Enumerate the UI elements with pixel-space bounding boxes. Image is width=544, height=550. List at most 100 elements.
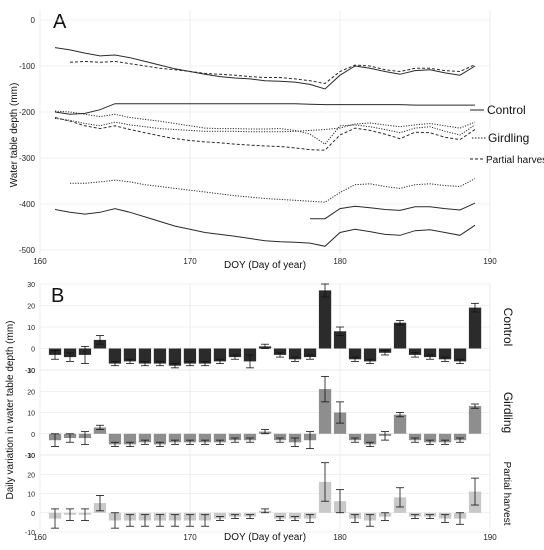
- panel-b-bar-chart: B -10 0 10 20 30 Control -10 0 10 20 30 Girdling -10…: [5, 282, 515, 543]
- bar: [423, 433, 437, 443]
- bar: [288, 348, 302, 360]
- bar: [288, 512, 302, 519]
- panel-a-y-tick-label: -500: [19, 246, 36, 255]
- panel-a-y-axis-label: Water table depth (mm): [9, 83, 20, 188]
- legend-label-partial-harvest: Partial harvest: [486, 155, 544, 166]
- bar: [408, 348, 422, 355]
- bar: [363, 433, 377, 445]
- panel-a-x-tick-label: 160: [33, 257, 47, 266]
- panel-a-y-tick-label: -400: [19, 200, 36, 209]
- legend-label-control: Control: [487, 103, 526, 117]
- bar: [198, 433, 212, 443]
- panel-a-series-line-5: [54, 117, 476, 133]
- panel-b-label: B: [51, 285, 64, 307]
- panel-a-series-line-4: [54, 110, 476, 145]
- panel-a-legend: Control Girdling Partial harvest: [470, 103, 544, 166]
- bar: [393, 322, 407, 349]
- panel-a-line-chart: A 0 -100 -200 -300 -400 -500 160 170 180 190 Wat…: [9, 8, 544, 271]
- bar: [243, 433, 257, 441]
- bar: [303, 348, 317, 358]
- bar: [273, 433, 287, 441]
- bar: [153, 348, 167, 364]
- facet-y-tick-label: 30: [27, 368, 35, 375]
- panel-a-series-line-8: [54, 208, 476, 247]
- panel-b-facets: -10 0 10 20 30 Control -10 0 10 20 30 Girdling -10 0 1…: [25, 282, 515, 537]
- bar: [228, 348, 242, 358]
- bar: [213, 512, 227, 519]
- facet-control: -10 0 10 20 30 Control: [25, 282, 515, 375]
- facet-strip-label: Partial harvest: [501, 462, 512, 526]
- bar: [348, 348, 362, 360]
- panel-a-gridlines: [39, 10, 491, 254]
- bar: [423, 348, 437, 358]
- bar: [273, 512, 287, 519]
- bar: [198, 348, 212, 364]
- panel-a-y-tick-label: 0: [31, 16, 36, 25]
- panel-a-label: A: [53, 11, 67, 33]
- bar: [168, 348, 182, 366]
- panel-a-series-line-7: [70, 178, 476, 203]
- facet-y-tick-label: 0: [31, 511, 35, 518]
- bar: [438, 433, 452, 443]
- panel-b-x-tick-label: 180: [333, 533, 347, 542]
- bar: [213, 348, 227, 362]
- facet-y-tick-label: 30: [27, 453, 35, 460]
- bar: [468, 307, 482, 349]
- bar: [453, 348, 467, 362]
- bar: [168, 433, 182, 443]
- facet-y-tick-label: -10: [25, 368, 35, 375]
- panel-a-y-tick-label: -100: [19, 62, 36, 71]
- bar: [108, 348, 122, 364]
- bar: [153, 433, 167, 445]
- bar: [123, 433, 137, 445]
- panel-a-x-axis-label: DOY (Day of year): [224, 260, 306, 271]
- facet-y-tick-label: 30: [27, 282, 35, 289]
- bar: [273, 348, 287, 355]
- bar: [108, 433, 122, 445]
- facet-y-tick-label: 0: [31, 432, 35, 439]
- panel-b-x-axis-label: DOY (Day of year): [224, 532, 306, 543]
- panel-a-y-tick-label: -300: [19, 154, 36, 163]
- panel-a-x-tick-label: 190: [483, 257, 497, 266]
- bar: [138, 433, 152, 443]
- facet-y-tick-label: 20: [27, 389, 35, 396]
- bar: [468, 406, 482, 434]
- facet-y-tick-label: 20: [27, 304, 35, 311]
- panel-a-series-lines: [54, 47, 476, 247]
- facet-y-tick-label: 0: [31, 347, 35, 354]
- panel-a-series-line-2: [69, 60, 476, 85]
- panel-a-series-line-1: [54, 47, 476, 90]
- bar: [183, 433, 197, 443]
- panel-a-series-line-6: [54, 117, 476, 151]
- bar: [438, 348, 452, 360]
- bar: [228, 433, 242, 441]
- facet-y-tick-label: 10: [27, 492, 35, 499]
- panel-a-series-line-3: [54, 103, 475, 115]
- facet-y-tick-label: -10: [25, 530, 35, 537]
- bar: [393, 414, 407, 434]
- legend-label-girdling: Girdling: [488, 131, 529, 145]
- panel-a-x-tick-label: 170: [183, 257, 197, 266]
- bar: [453, 433, 467, 441]
- panel-b-y-axis-label: Daily variation in water table depth (mm…: [5, 321, 16, 500]
- panel-b-x-tick-labels: 160 170 180 190: [33, 533, 497, 542]
- bar: [363, 348, 377, 362]
- facet-strip-label: Girdling: [501, 392, 515, 433]
- bar: [318, 389, 332, 434]
- panel-b-x-tick-label: 170: [183, 533, 197, 542]
- facet-y-tick-label: 20: [27, 472, 35, 479]
- panel-b-x-tick-label: 160: [33, 533, 47, 542]
- facet-y-tick-label: 10: [27, 325, 35, 332]
- facet-strip-label: Control: [501, 308, 515, 347]
- bar: [138, 348, 152, 364]
- panel-b-x-tick-label: 190: [483, 533, 497, 542]
- panel-a-x-tick-label: 180: [333, 257, 347, 266]
- bar: [213, 433, 227, 443]
- facet-partial-harvest: -10 0 10 20 30 Partial harvest: [25, 453, 512, 537]
- bar: [93, 427, 107, 434]
- panel-a-series-line-9: [310, 202, 476, 220]
- bar: [183, 348, 197, 364]
- panel-a-y-tick-labels: 0 -100 -200 -300 -400 -500: [19, 16, 36, 255]
- panel-a-x-tick-labels: 160 170 180 190: [33, 257, 497, 266]
